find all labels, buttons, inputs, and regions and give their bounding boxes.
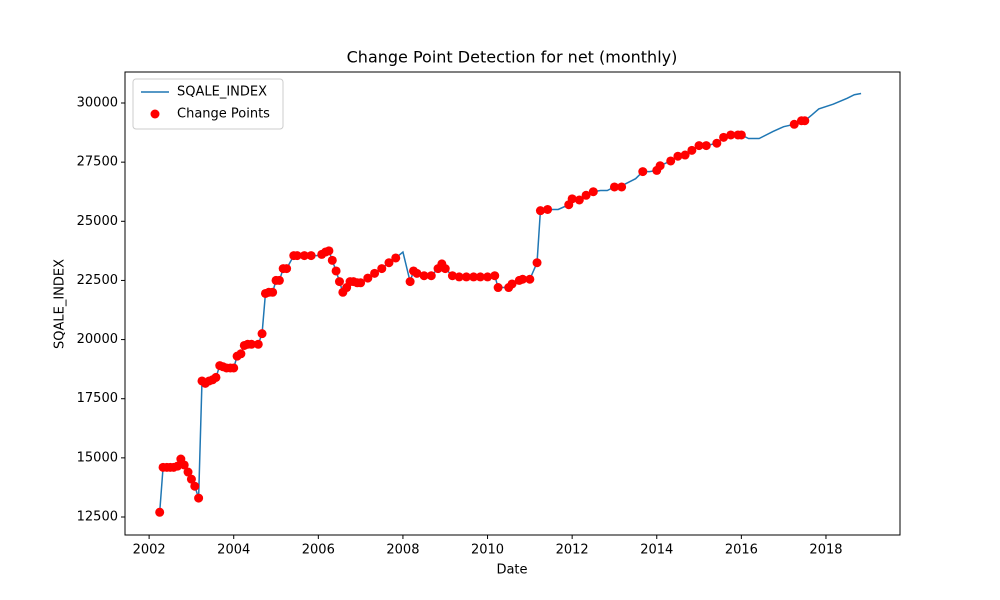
change-point <box>327 255 337 265</box>
change-point <box>186 474 196 484</box>
change-point <box>461 272 471 282</box>
x-tick-label: 2008 <box>386 543 419 558</box>
x-axis-label: Date <box>496 563 527 578</box>
change-point <box>268 287 278 297</box>
change-point <box>447 271 457 281</box>
change-point <box>532 258 542 268</box>
x-tick-label: 2016 <box>725 543 758 558</box>
change-point <box>274 275 284 285</box>
legend-box <box>132 78 284 130</box>
x-tick-label: 2010 <box>471 543 504 558</box>
change-point <box>306 251 316 261</box>
change-point <box>719 132 729 142</box>
change-point <box>673 151 683 161</box>
change-point <box>469 272 479 282</box>
change-point <box>493 283 503 293</box>
change-point <box>331 266 341 276</box>
y-tick-label: 17500 <box>77 391 118 406</box>
change-point <box>666 156 676 166</box>
change-point <box>155 507 165 517</box>
legend-label: Change Points <box>177 107 270 122</box>
change-point <box>617 182 627 192</box>
change-point <box>292 251 302 261</box>
y-tick-label: 30000 <box>77 96 118 111</box>
change-point <box>440 264 450 274</box>
x-tick-label: 2004 <box>217 543 250 558</box>
chart-title: Change Point Detection for net (monthly) <box>347 48 678 67</box>
change-point <box>701 141 711 151</box>
plot-frame <box>124 71 901 536</box>
change-point <box>789 119 799 129</box>
change-point <box>483 272 493 282</box>
change-point <box>377 264 387 274</box>
change-point <box>535 206 545 216</box>
change-point <box>574 195 584 205</box>
y-tick-label: 12500 <box>77 509 118 524</box>
y-tick-label: 25000 <box>77 214 118 229</box>
y-tick-label: 22500 <box>77 273 118 288</box>
change-point <box>567 194 577 204</box>
y-axis-label: SQALE_INDEX <box>53 259 68 349</box>
change-point <box>172 461 182 471</box>
change-point <box>419 271 429 281</box>
change-point <box>253 339 263 349</box>
change-point <box>726 130 736 140</box>
change-point <box>687 145 697 155</box>
change-point <box>282 264 292 274</box>
change-point <box>543 204 553 214</box>
change-point <box>655 161 665 171</box>
change-point <box>190 481 200 491</box>
change-point <box>194 493 204 503</box>
y-tick-label: 27500 <box>77 155 118 170</box>
change-point <box>475 272 485 282</box>
x-tick-label: 2006 <box>302 543 335 558</box>
change-point <box>356 278 366 288</box>
change-point <box>454 272 464 282</box>
change-point <box>324 246 334 256</box>
change-point <box>518 274 528 284</box>
change-point <box>183 467 193 477</box>
change-point <box>800 116 810 126</box>
change-point <box>384 258 394 268</box>
x-tick-label: 2014 <box>640 543 673 558</box>
change-point <box>363 273 373 283</box>
change-point <box>299 251 309 261</box>
change-point <box>712 138 722 148</box>
change-point <box>370 268 380 278</box>
change-point <box>405 277 415 287</box>
change-point <box>179 460 189 470</box>
change-point <box>211 372 221 382</box>
change-point <box>246 339 256 349</box>
y-tick-label: 20000 <box>77 332 118 347</box>
change-point <box>391 253 401 263</box>
legend-swatch <box>150 109 160 119</box>
legend-label: SQALE_INDEX <box>177 85 267 100</box>
change-point <box>581 190 591 200</box>
y-tick-label: 15000 <box>77 450 118 465</box>
change-point <box>229 363 239 373</box>
change-point <box>412 268 422 278</box>
x-tick-label: 2002 <box>133 543 166 558</box>
change-point <box>490 271 500 281</box>
change-point <box>638 167 648 177</box>
change-point <box>507 279 517 289</box>
change-point <box>426 271 436 281</box>
change-point <box>609 182 619 192</box>
change-point <box>334 277 344 287</box>
change-point <box>236 349 246 359</box>
change-point <box>588 187 598 197</box>
change-point <box>525 274 535 284</box>
change-point <box>680 150 690 160</box>
change-point <box>736 130 746 140</box>
change-point <box>257 329 267 339</box>
x-tick-label: 2012 <box>556 543 589 558</box>
change-point <box>694 141 704 151</box>
x-tick-label: 2018 <box>809 543 842 558</box>
